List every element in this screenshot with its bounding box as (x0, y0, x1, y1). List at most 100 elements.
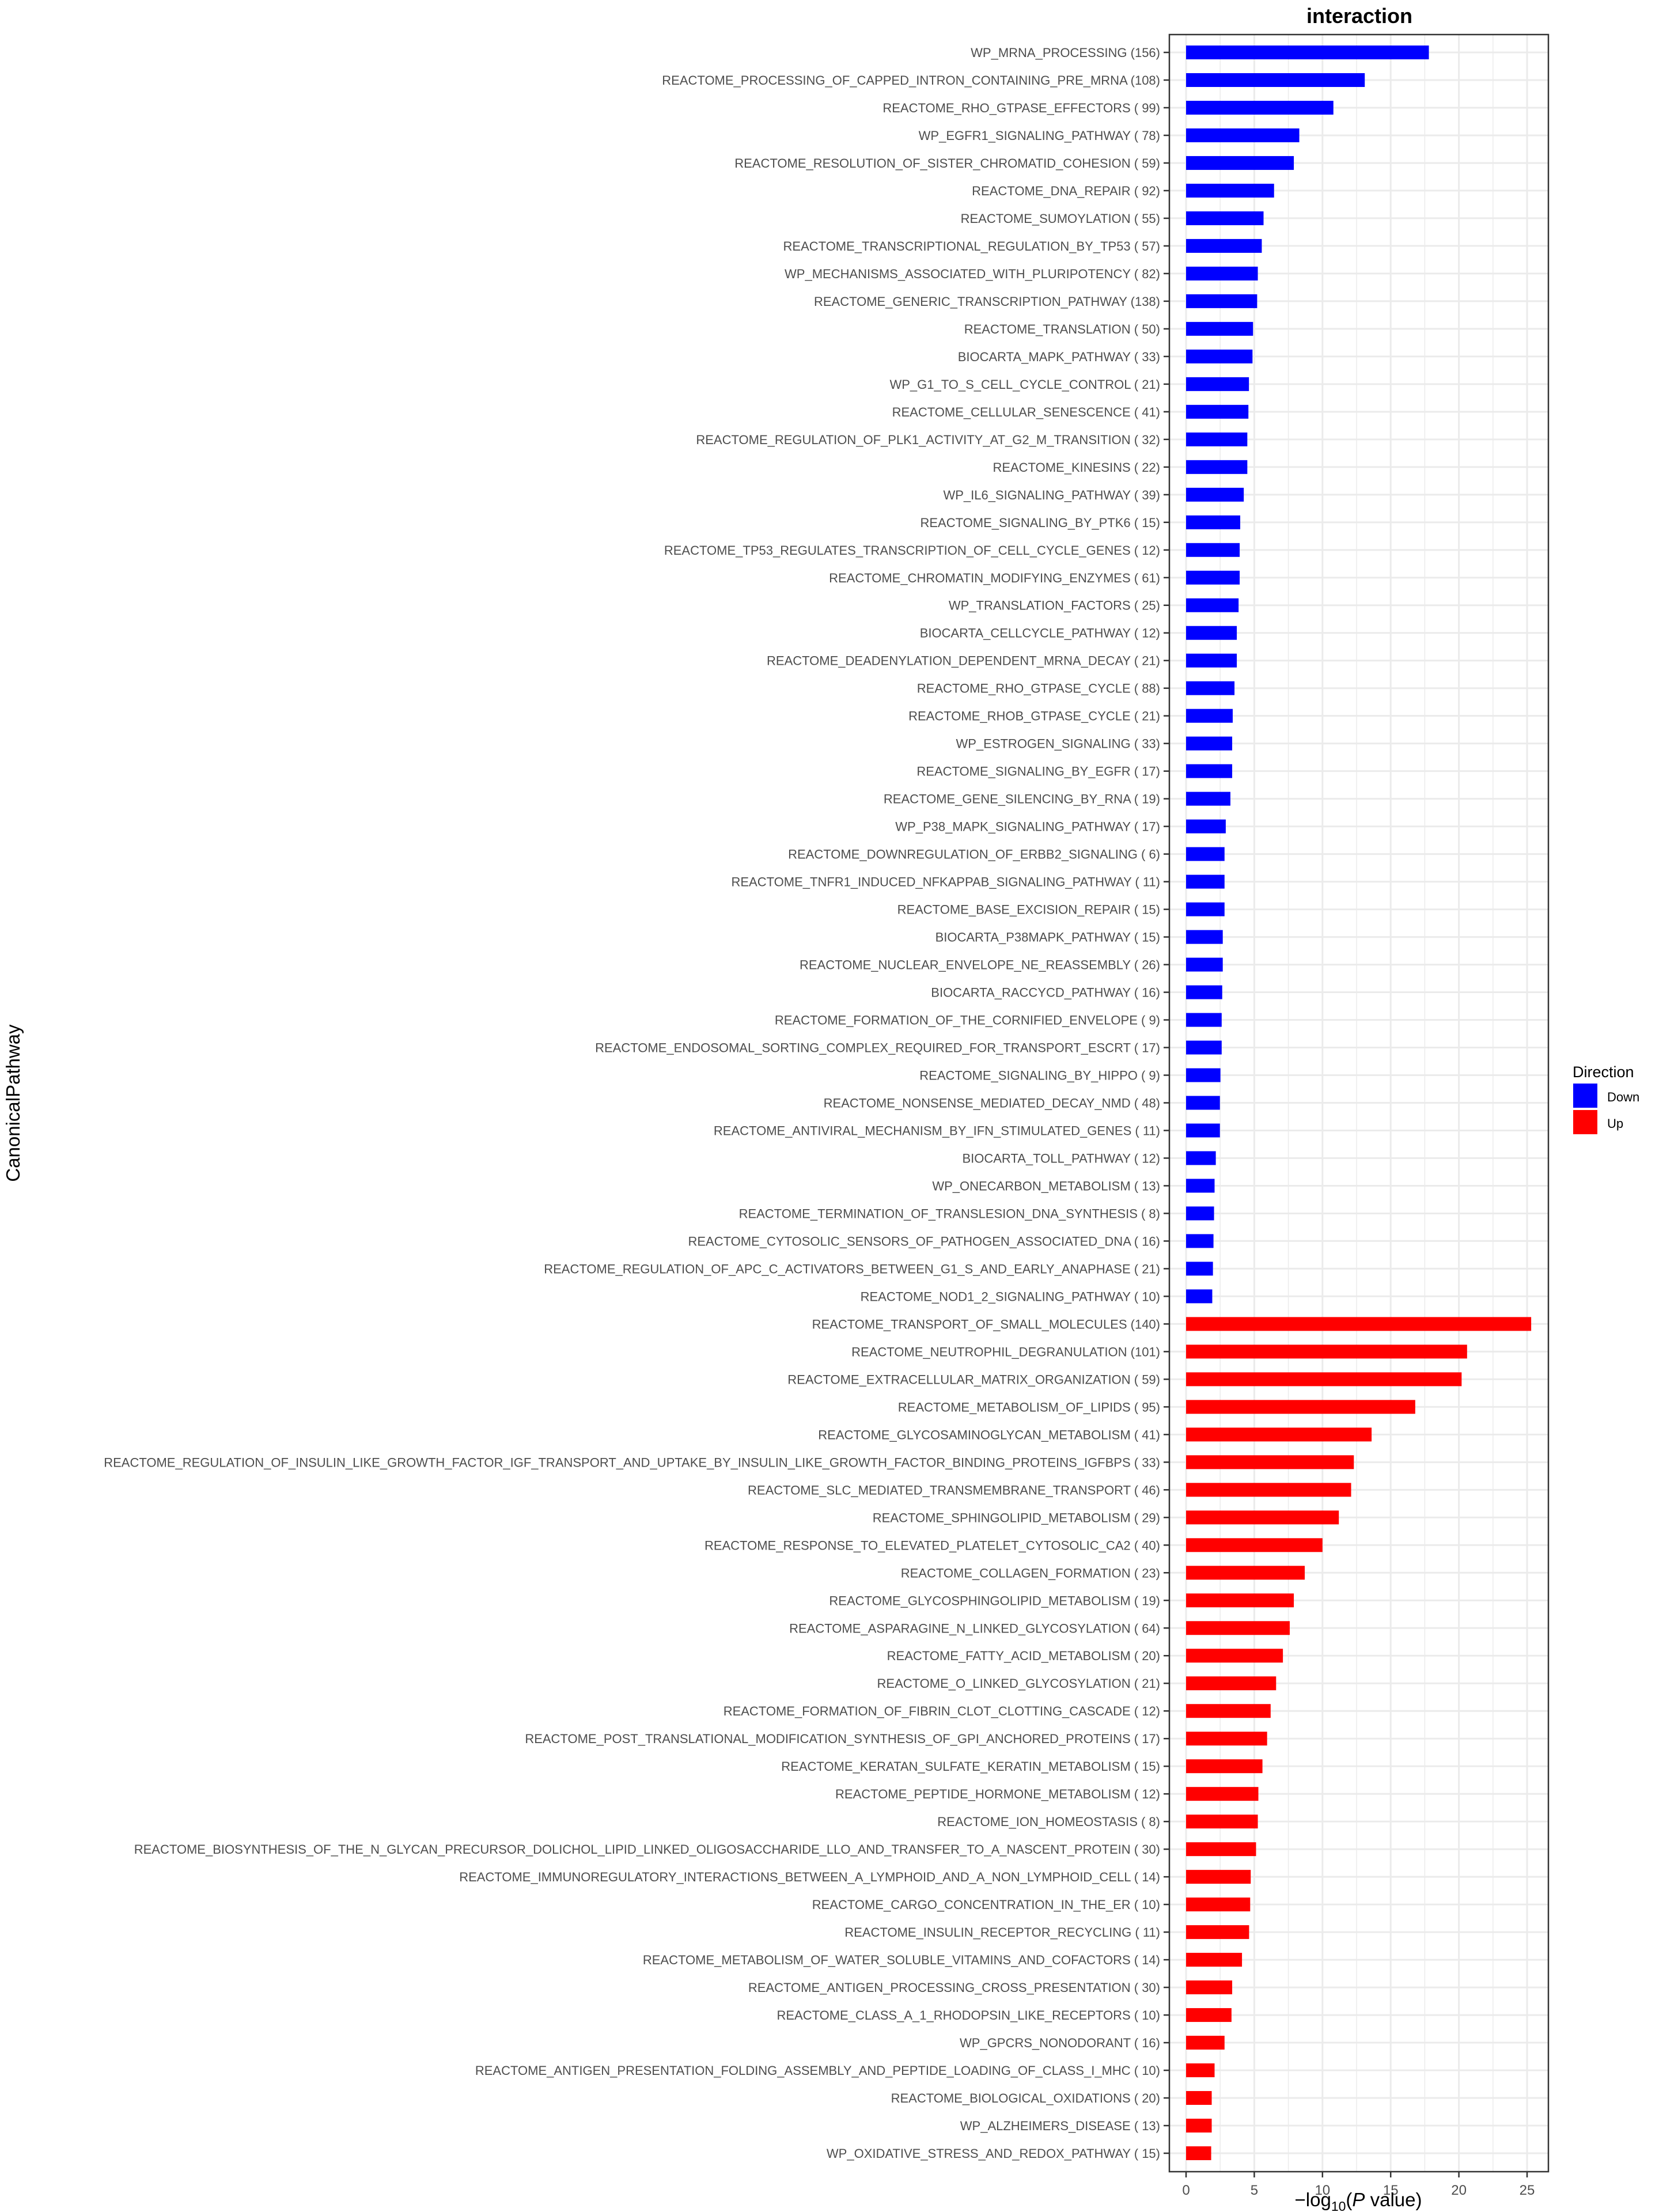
legend-label-up: Up (1607, 1116, 1623, 1131)
bar-down (1186, 570, 1240, 585)
y-tick-label: BIOCARTA_RACCYCD_PATHWAY ( 16) (931, 986, 1160, 1000)
x-tick-label: 10 (1315, 2183, 1330, 2198)
y-tick-label: REACTOME_RESPONSE_TO_ELEVATED_PLATELET_C… (704, 1538, 1160, 1552)
bar-up (1186, 1510, 1339, 1525)
y-tick-label: REACTOME_REGULATION_OF_APC_C_ACTIVATORS_… (544, 1262, 1160, 1276)
y-tick-label: REACTOME_METABOLISM_OF_WATER_SOLUBLE_VIT… (643, 1953, 1160, 1967)
bar-down (1186, 432, 1248, 446)
bar-down (1186, 819, 1226, 834)
y-tick-label: REACTOME_NOD1_2_SIGNALING_PATHWAY ( 10) (861, 1289, 1160, 1304)
y-tick-label: BIOCARTA_TOLL_PATHWAY ( 12) (962, 1151, 1160, 1165)
bar-up (1186, 1372, 1462, 1387)
y-tick-label: REACTOME_INSULIN_RECEPTOR_RECYCLING ( 11… (844, 1925, 1160, 1940)
bar-down (1186, 1151, 1216, 1165)
y-tick-label: REACTOME_GLYCOSAMINOGLYCAN_METABOLISM ( … (818, 1427, 1160, 1442)
bar-down (1186, 1206, 1214, 1221)
y-tick-label: BIOCARTA_CELLCYCLE_PATHWAY ( 12) (920, 626, 1160, 641)
y-tick-label: REACTOME_RHO_GTPASE_CYCLE ( 88) (917, 681, 1160, 696)
bar-up (1186, 1676, 1277, 1691)
bar-down (1186, 46, 1429, 59)
bar-up (1186, 1427, 1372, 1442)
y-tick-label: WP_EGFR1_SIGNALING_PATHWAY ( 78) (919, 128, 1160, 143)
x-axis-label-italic: P (1352, 2189, 1365, 2210)
y-tick-label: REACTOME_POST_TRANSLATIONAL_MODIFICATION… (525, 1732, 1160, 1746)
y-tick-label: REACTOME_ANTIGEN_PROCESSING_CROSS_PRESEN… (748, 1980, 1160, 1995)
y-axis-label: CanonicalPathway (2, 1024, 24, 1182)
x-tick-label: 20 (1451, 2183, 1467, 2198)
x-axis-label-prefix: −log (1295, 2189, 1331, 2210)
bar-down (1186, 985, 1222, 999)
bar-down (1186, 847, 1225, 861)
bar-up (1186, 1538, 1323, 1552)
bar-down (1186, 266, 1258, 281)
bar-down (1186, 1040, 1222, 1055)
bar-down (1186, 736, 1233, 751)
y-tick-label: REACTOME_TNFR1_INDUCED_NFKAPPAB_SIGNALIN… (732, 875, 1161, 889)
y-tick-label: REACTOME_NONSENSE_MEDIATED_DECAY_NMD ( 4… (824, 1096, 1160, 1111)
y-tick-label: REACTOME_EXTRACELLULAR_MATRIX_ORGANIZATI… (787, 1372, 1160, 1387)
x-axis-label: −log10(P value) (1295, 2189, 1422, 2212)
y-tick-label: REACTOME_TRANSPORT_OF_SMALL_MOLECULES (1… (812, 1317, 1160, 1331)
y-tick-label: REACTOME_CYTOSOLIC_SENSORS_OF_PATHOGEN_A… (688, 1234, 1160, 1248)
bar-up (1186, 1621, 1290, 1635)
y-tick-label: BIOCARTA_P38MAPK_PATHWAY ( 15) (935, 930, 1160, 945)
y-tick-label: REACTOME_BIOSYNTHESIS_OF_THE_N_GLYCAN_PR… (134, 1842, 1160, 1857)
y-tick-label: REACTOME_FORMATION_OF_FIBRIN_CLOT_CLOTTI… (724, 1704, 1160, 1718)
bar-up (1186, 1344, 1467, 1359)
bar-down (1186, 183, 1274, 198)
y-tick-label: REACTOME_ION_HOMEOSTASIS ( 8) (937, 1815, 1160, 1829)
y-tick-label: WP_OXIDATIVE_STRESS_AND_REDOX_PATHWAY ( … (827, 2146, 1160, 2161)
bar-down (1186, 1123, 1220, 1138)
x-tick-label: 25 (1520, 2183, 1535, 2198)
x-tick-labels: 0 5 10 15 20 25 (1182, 2172, 1535, 2198)
y-tick-label: REACTOME_PROCESSING_OF_CAPPED_INTRON_CON… (662, 73, 1160, 88)
y-tick-label: REACTOME_ENDOSOMAL_SORTING_COMPLEX_REQUI… (595, 1041, 1160, 1055)
bar-down (1186, 349, 1253, 363)
legend-key-down (1573, 1084, 1597, 1108)
bar-up (1186, 1953, 1243, 1967)
bar-down (1186, 128, 1300, 142)
bar-down (1186, 902, 1225, 916)
bar-down (1186, 460, 1248, 474)
x-axis-label-sub: 10 (1331, 2199, 1346, 2212)
bar-up (1186, 1980, 1233, 1995)
bar-down (1186, 73, 1365, 87)
bar-down (1186, 321, 1253, 336)
y-tick-label: REACTOME_ANTIGEN_PRESENTATION_FOLDING_AS… (475, 2063, 1160, 2078)
y-tick-label: BIOCARTA_MAPK_PATHWAY ( 33) (958, 350, 1160, 364)
bar-up (1186, 2008, 1232, 2022)
bar-up (1186, 2036, 1225, 2050)
y-tick-label: REACTOME_CHROMATIN_MODIFYING_ENZYMES ( 6… (829, 571, 1160, 585)
y-tick-label: REACTOME_ANTIVIRAL_MECHANISM_BY_IFN_STIM… (714, 1123, 1160, 1138)
y-tick-label: REACTOME_FORMATION_OF_THE_CORNIFIED_ENVE… (775, 1013, 1160, 1028)
y-tick-label: WP_ESTROGEN_SIGNALING ( 33) (956, 737, 1160, 751)
bar-down (1186, 681, 1235, 695)
y-tick-label: REACTOME_SPHINGOLIPID_METABOLISM ( 29) (873, 1510, 1160, 1525)
bar-down (1186, 1262, 1213, 1276)
y-tick-label: WP_MECHANISMS_ASSOCIATED_WITH_PLURIPOTEN… (785, 267, 1160, 281)
y-tick-label: REACTOME_TERMINATION_OF_TRANSLESION_DNA_… (739, 1206, 1160, 1221)
bar-down (1186, 791, 1230, 806)
bar-up (1186, 1455, 1354, 1469)
y-tick-label: REACTOME_BIOLOGICAL_OXIDATIONS ( 20) (891, 2091, 1160, 2105)
y-tick-label: REACTOME_PEPTIDE_HORMONE_METABOLISM ( 12… (835, 1787, 1160, 1801)
legend: Direction Down Up (1573, 1063, 1639, 1134)
bar-up (1186, 1400, 1415, 1414)
bar-down (1186, 1234, 1214, 1248)
legend-title: Direction (1573, 1063, 1634, 1081)
bar-up (1186, 1704, 1271, 1718)
bar-down (1186, 377, 1249, 391)
y-tick-label: REACTOME_CELLULAR_SENESCENCE ( 41) (892, 405, 1160, 419)
bar-down (1186, 543, 1240, 557)
y-tick-label: REACTOME_NEUTROPHIL_DEGRANULATION (101) (851, 1344, 1160, 1359)
bar-down (1186, 1096, 1220, 1110)
y-tick-label: WP_P38_MAPK_SIGNALING_PATHWAY ( 17) (895, 820, 1160, 834)
bar-down (1186, 626, 1237, 640)
bar-up (1186, 1649, 1283, 1663)
bar-down (1186, 404, 1249, 419)
bar-down (1186, 957, 1223, 972)
bar-down (1186, 930, 1223, 944)
y-tick-label: REACTOME_TRANSLATION ( 50) (964, 322, 1160, 336)
bar-down (1186, 1013, 1222, 1027)
